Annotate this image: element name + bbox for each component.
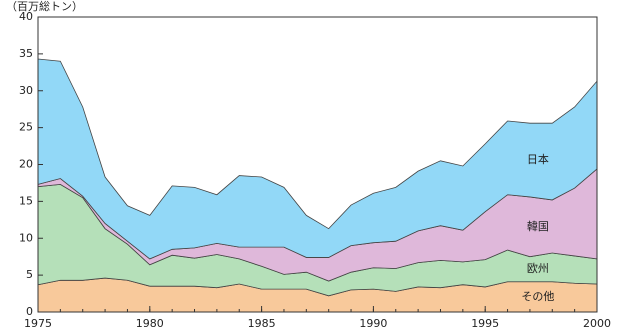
y-tick-label: 0 (26, 305, 33, 318)
x-tick-label: 1990 (359, 317, 387, 330)
y-tick-label: 25 (19, 121, 33, 134)
series-label: その他 (521, 290, 554, 303)
y-tick-label: 5 (26, 268, 33, 281)
y-tick-label: 15 (19, 194, 33, 207)
y-tick-label: 10 (19, 231, 33, 244)
x-tick-label: 1975 (24, 317, 52, 330)
x-tick-label: 1985 (248, 317, 276, 330)
y-axis-label: （百万総トン） (6, 0, 83, 13)
series-label: 韓国 (527, 220, 549, 233)
y-tick-label: 35 (19, 47, 33, 60)
y-tick-label: 40 (19, 10, 33, 23)
series-label: 日本 (527, 152, 549, 166)
y-tick-label: 20 (19, 158, 33, 171)
x-tick-label: 1980 (136, 317, 164, 330)
series-label: 欧州 (527, 262, 549, 275)
x-tick-label: 1995 (471, 317, 499, 330)
y-tick-label: 30 (19, 84, 33, 97)
x-tick-label: 2000 (583, 317, 611, 330)
